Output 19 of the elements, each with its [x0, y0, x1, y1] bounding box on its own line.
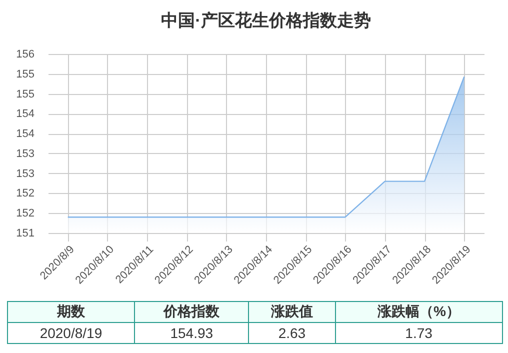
y-tick-label: 154 [16, 108, 34, 120]
chart-title: 中国·产区花生价格指数走势 [161, 11, 371, 30]
y-tick-label: 151 [16, 228, 34, 240]
y-tick-label: 153 [16, 148, 34, 160]
y-tick-label: 155 [16, 88, 34, 100]
text: 涨跌值 [248, 302, 336, 322]
text: 涨跌幅（%） [335, 302, 502, 322]
text: 2020/8/19 [8, 322, 134, 344]
y-tick-label: 155 [16, 68, 34, 80]
text: 1.73 [335, 322, 502, 344]
text: 价格指数 [134, 302, 249, 322]
y-tick-label: 156 [16, 48, 34, 60]
y-tick-label: 152 [16, 188, 34, 200]
text: 期数 [8, 302, 134, 322]
text: 2.63 [248, 322, 336, 344]
y-tick-label: 152 [16, 208, 34, 220]
text: 154.93 [134, 322, 249, 344]
y-tick-label: 153 [16, 168, 34, 180]
y-tick-label: 154 [16, 128, 34, 140]
